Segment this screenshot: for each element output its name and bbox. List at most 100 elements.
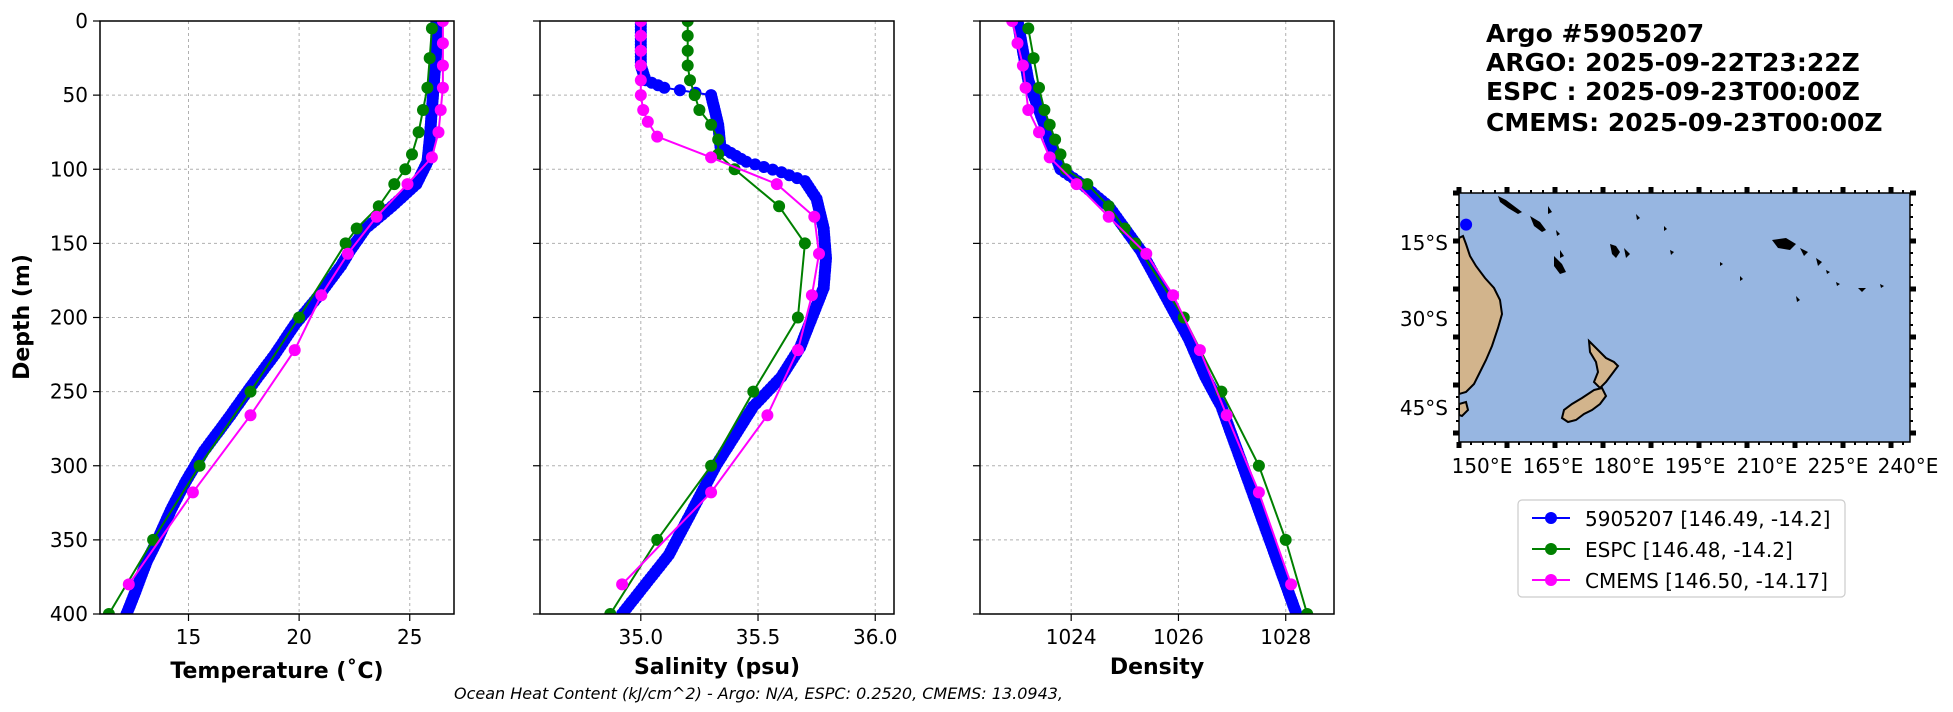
temperature-cmems-point bbox=[370, 210, 383, 223]
density-x-tick-label: 1028 bbox=[1260, 625, 1311, 649]
density-cmems-point bbox=[1070, 178, 1083, 191]
density-espc-point bbox=[1043, 118, 1056, 131]
salinity-espc-point bbox=[798, 237, 811, 250]
density-cmems-point bbox=[1220, 409, 1233, 422]
temperature-cmems-point bbox=[436, 81, 449, 94]
map-frame-ticks bbox=[1453, 187, 1916, 448]
temperature-argo-point bbox=[120, 608, 133, 614]
map-frame-tick bbox=[1910, 430, 1916, 436]
map-frame-tick bbox=[1626, 190, 1628, 193]
temperature-espc-point bbox=[350, 222, 363, 235]
map-frame-tick bbox=[1902, 442, 1904, 445]
map-frame-tick bbox=[1530, 442, 1532, 445]
map-frame-tick bbox=[1744, 187, 1750, 193]
map-frame-tick bbox=[1453, 190, 1459, 196]
density-panel: 1024 1026 1028 Density bbox=[973, 20, 1335, 680]
density-cmems-point bbox=[1102, 210, 1115, 223]
map-lon-label-195e: 195°E bbox=[1665, 454, 1726, 478]
ocean-heat-content-footer: Ocean Heat Content (kJ/cm^2) - Argo: N/A… bbox=[454, 684, 1063, 703]
map-frame-tick bbox=[1456, 187, 1462, 193]
temperature-cmems-point bbox=[122, 578, 135, 591]
new-zealand-north-island bbox=[1587, 338, 1620, 390]
salinity-espc-point bbox=[693, 104, 706, 116]
map-frame-tick bbox=[1840, 442, 1846, 448]
density-espc-point bbox=[1102, 200, 1115, 213]
temperature-cmems-point bbox=[341, 247, 354, 260]
map-frame-tick bbox=[1696, 187, 1702, 193]
map-frame-tick bbox=[1674, 442, 1676, 445]
salinity-cmems-point bbox=[634, 89, 647, 102]
map-lon-label-180e: 180°E bbox=[1594, 454, 1655, 478]
map-frame-tick bbox=[1456, 442, 1462, 448]
temperature-espc-point bbox=[193, 459, 206, 472]
density-series bbox=[1006, 21, 1314, 614]
density-cmems-point bbox=[1043, 151, 1056, 164]
salinity-cmems-point bbox=[805, 289, 818, 302]
temperature-espc-point bbox=[293, 311, 306, 324]
map-frame-tick bbox=[1482, 442, 1484, 445]
legend-box bbox=[1517, 499, 1846, 598]
map-frame-tick bbox=[1453, 430, 1459, 436]
density-espc-point bbox=[1049, 133, 1062, 146]
map-frame-tick bbox=[1910, 372, 1913, 374]
map-frame-tick bbox=[1910, 252, 1913, 254]
map-frame-tick bbox=[1456, 276, 1459, 278]
map-lon-label-210e: 210°E bbox=[1737, 454, 1798, 478]
density-espc-point bbox=[1252, 459, 1265, 472]
map-frame-tick bbox=[1770, 190, 1772, 193]
salinity-cmems-point bbox=[813, 247, 825, 260]
map-land bbox=[1459, 196, 1884, 424]
temperature-cmems-point bbox=[434, 104, 447, 116]
map-frame-tick bbox=[1456, 360, 1459, 362]
salinity-cmems-point bbox=[705, 151, 718, 164]
salinity-cmems-point bbox=[770, 178, 783, 191]
map-frame-tick bbox=[1910, 286, 1916, 292]
map-frame-tick bbox=[1910, 204, 1913, 206]
temperature-panel: 15 20 25 0 50 100 150 200 250 300 350 400 Temperat… bbox=[10, 9, 455, 684]
salinity-panel: 35.0 35.5 36.0 Salinity (psu) bbox=[533, 20, 898, 680]
map-frame-tick bbox=[1770, 442, 1772, 445]
temperature-espc-point bbox=[244, 385, 257, 398]
temperature-cmems-point bbox=[288, 344, 301, 357]
map-frame-tick bbox=[1648, 187, 1654, 193]
map-frame-tick bbox=[1910, 420, 1913, 422]
temperature-espc-point bbox=[339, 237, 352, 250]
legend-marker-cmems bbox=[1545, 574, 1557, 586]
temperature-cmems-point bbox=[436, 37, 449, 50]
temperature-x-tick-label: 15 bbox=[176, 625, 201, 649]
map-frame-tick bbox=[1782, 442, 1784, 445]
map-frame-tick bbox=[1566, 190, 1568, 193]
legend-entry-espc: ESPC [146.48, -14.2] bbox=[1532, 538, 1793, 562]
map-frame-tick bbox=[1910, 300, 1913, 302]
depth-y-label: Depth (m) bbox=[10, 254, 35, 380]
map-frame-tick bbox=[1590, 190, 1592, 193]
map-frame-tick bbox=[1456, 228, 1459, 230]
map-frame-tick bbox=[1456, 216, 1459, 218]
salinity-cmems-point bbox=[634, 59, 647, 72]
map-frame-tick bbox=[1494, 442, 1496, 445]
map-frame-tick bbox=[1600, 187, 1606, 193]
map-frame-tick bbox=[1590, 442, 1592, 445]
map-frame-tick bbox=[1638, 190, 1640, 193]
map-frame-tick bbox=[1614, 190, 1616, 193]
map-frame-tick bbox=[1854, 442, 1856, 445]
map-frame-tick bbox=[1854, 190, 1856, 193]
map-frame-tick bbox=[1626, 442, 1628, 445]
map-frame-tick bbox=[1806, 190, 1808, 193]
temperature-x-ticks: 15 20 25 bbox=[176, 614, 422, 649]
legend-label-cmems: CMEMS [146.50, -14.17] bbox=[1585, 569, 1828, 593]
salinity-cmems-point bbox=[761, 409, 774, 422]
map-frame-tick bbox=[1662, 190, 1664, 193]
espc-time-line: ESPC : 2025-09-23T00:00Z bbox=[1486, 77, 1860, 106]
temperature-cmems-point bbox=[244, 409, 257, 422]
density-cmems-point bbox=[1285, 578, 1298, 591]
salinity-argo-point bbox=[616, 608, 629, 614]
depth-tick-label: 250 bbox=[50, 380, 88, 404]
salinity-espc-point bbox=[604, 608, 617, 614]
salinity-x-label: Salinity (psu) bbox=[634, 655, 800, 680]
australia-landmass bbox=[1459, 234, 1504, 396]
map-frame-tick bbox=[1806, 442, 1808, 445]
temperature-cmems-point bbox=[432, 126, 445, 139]
temperature-cmems-point bbox=[186, 486, 199, 499]
density-cmems-point bbox=[1011, 37, 1024, 50]
